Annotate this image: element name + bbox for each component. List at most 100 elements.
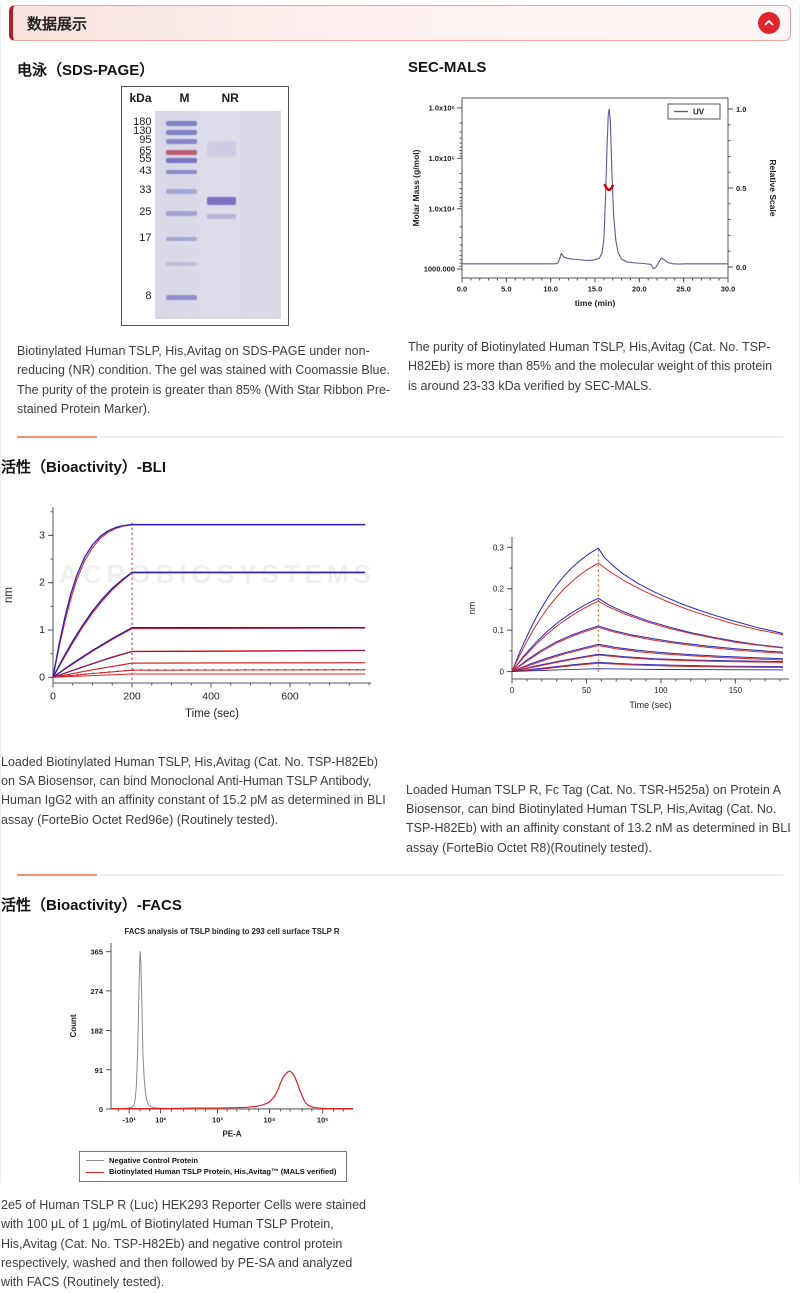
gel-marker-band	[165, 236, 198, 241]
gel-marker-band	[165, 150, 198, 155]
svg-text:Time (sec): Time (sec)	[629, 700, 671, 710]
svg-text:1: 1	[39, 624, 45, 636]
svg-text:0.0: 0.0	[457, 285, 467, 294]
gel-marker-band	[165, 121, 198, 126]
facs-legend: Negative Control Protein Biotinylated Hum…	[79, 1151, 347, 1182]
svg-text:0.5: 0.5	[736, 184, 746, 193]
svg-text:182: 182	[90, 1027, 103, 1036]
bli-caption-1: Loaded Biotinylated Human TSLP, His,Avit…	[1, 754, 386, 827]
gel-marker-band	[165, 189, 198, 194]
sec-mals-chart-area: 0.0 5.0 10.0 15.0 20.0 25.0 30.0 0.0 0.5 1.0 1.0x1…	[408, 82, 783, 332]
svg-text:15.0: 15.0	[588, 285, 603, 294]
facs-legend-item: Negative Control Protein	[86, 1155, 340, 1166]
section-sec-mals: SEC-MALS 0.0 5.0 10.0 15.0 20.0 25.0 30.0 0.0 0.…	[408, 41, 783, 420]
svg-text:30.0: 30.0	[721, 285, 736, 294]
svg-text:0: 0	[50, 690, 56, 702]
gel-marker-band	[165, 158, 198, 163]
legend-label: Negative Control Protein	[109, 1156, 199, 1165]
bli-row: 0 200 400 600 0 1 2 3 Time (sec) nm ACROBIOSYSTEM…	[1, 483, 799, 859]
gel-marker-band	[165, 261, 198, 267]
page: 数据展示 电泳（SDS-PAGE） kDa M NR 180 130 95 65 55 4…	[1, 5, 799, 1293]
svg-text:10.0: 10.0	[543, 285, 558, 294]
gel-marker-band	[165, 130, 198, 135]
svg-text:3: 3	[39, 529, 45, 541]
svg-text:1.0x10⁵: 1.0x10⁵	[429, 154, 456, 163]
svg-text:365: 365	[90, 948, 103, 957]
facs-chart-block: -10¹ 10² 10³ 10⁴ 10⁵ 0 91 182 274 365 PE-A Count FAC…	[65, 921, 395, 1182]
gel-kda-label: 25	[139, 206, 152, 219]
gel-marker-band	[165, 295, 198, 300]
gel-kda-label: 180	[133, 116, 152, 129]
bli-chart-1: 0 200 400 600 0 1 2 3 Time (sec) nm	[3, 506, 371, 720]
svg-text:274: 274	[90, 987, 103, 996]
svg-text:2: 2	[39, 576, 45, 588]
svg-text:50: 50	[582, 686, 591, 695]
bli1-chart-area: 0 200 400 600 0 1 2 3 Time (sec) nm ACROBIOSYSTEM…	[1, 497, 390, 747]
gel-marker-band	[165, 211, 198, 216]
gel-body	[154, 111, 281, 319]
svg-text:10⁵: 10⁵	[317, 1116, 329, 1125]
svg-text:-10¹: -10¹	[122, 1116, 136, 1125]
svg-text:0.1: 0.1	[493, 626, 505, 635]
top-row: 电泳（SDS-PAGE） kDa M NR 180 130 95 65 55 43 33 25…	[1, 41, 799, 420]
page-title: 数据展示	[27, 15, 88, 33]
svg-text:400: 400	[202, 690, 220, 702]
section-divider	[17, 435, 783, 438]
sec-mals-chart: 0.0 5.0 10.0 15.0 20.0 25.0 30.0 0.0 0.5 1.0 1.0x1…	[411, 97, 776, 308]
section-bli: 活性（Bioactivity）-BLI 0 200 400 600 0 1 2 3 Time (…	[1, 456, 799, 859]
svg-text:0: 0	[39, 671, 45, 683]
svg-text:5.0: 5.0	[501, 285, 511, 294]
svg-text:1.0x10⁶: 1.0x10⁶	[429, 104, 455, 113]
gel-marker-band	[165, 169, 198, 175]
svg-text:Time (sec): Time (sec)	[185, 708, 239, 720]
sds-section-title: 电泳（SDS-PAGE）	[17, 62, 155, 79]
svg-text:10²: 10²	[155, 1116, 166, 1125]
bli-caption-2: Loaded Human TSLP R, Fc Tag (Cat. No. TS…	[406, 782, 791, 855]
bli-right-col: 0 50 100 150 0 0.1 0.2 0.3 Time (sec) nm Loaded H…	[406, 483, 799, 859]
gel-lane-m-label: M	[179, 91, 190, 105]
gel-kda-label: 8	[145, 290, 152, 303]
gel-unit-label: kDa	[129, 91, 152, 105]
bli-section-title: 活性（Bioactivity）-BLI	[1, 458, 167, 476]
section-divider	[17, 874, 783, 876]
svg-text:0.2: 0.2	[493, 584, 505, 593]
svg-text:UV: UV	[693, 108, 705, 117]
svg-text:20.0: 20.0	[632, 285, 647, 294]
gel-sample-band	[207, 141, 237, 158]
legend-line-swatch	[86, 1160, 104, 1162]
svg-text:Relative Scale: Relative Scale	[768, 159, 776, 216]
section-sds-page: 电泳（SDS-PAGE） kDa M NR 180 130 95 65 55 43 33 25…	[17, 41, 392, 420]
svg-text:nm: nm	[3, 587, 15, 603]
svg-text:91: 91	[95, 1066, 103, 1075]
svg-text:Count: Count	[69, 1014, 78, 1037]
svg-text:0.0: 0.0	[736, 263, 746, 272]
gel-sample-band	[207, 213, 237, 219]
bli-left-col: 0 200 400 600 0 1 2 3 Time (sec) nm ACROBIOSYSTEM…	[1, 483, 390, 859]
gel-kda-label: 130	[133, 125, 152, 138]
section-facs: 活性（Bioactivity）-FACS -10¹ 10² 10³ 10⁴ 10⁵ 0 91…	[1, 894, 799, 1293]
gel-kda-label: 33	[139, 184, 152, 197]
sds-caption: Biotinylated Human TSLP, His,Avitag on S…	[17, 344, 391, 417]
sds-gel-area: kDa M NR 180 130 95 65 55 43 33 25 17 8	[17, 86, 392, 336]
gel-kda-label: 17	[139, 231, 152, 244]
gel-kda-label: 43	[139, 164, 152, 177]
gel-kda-label: 55	[139, 153, 152, 166]
sec-mals-section-title: SEC-MALS	[408, 59, 487, 76]
svg-text:200: 200	[123, 690, 141, 702]
facs-legend-item: Biotinylated Human TSLP Protein, His,Avi…	[86, 1166, 340, 1177]
sds-gel-image: kDa M NR 180 130 95 65 55 43 33 25 17 8	[120, 86, 289, 326]
svg-text:0.3: 0.3	[493, 543, 505, 552]
gel-sample-band	[207, 197, 237, 206]
legend-line-swatch	[86, 1171, 104, 1173]
svg-text:nm: nm	[467, 601, 477, 614]
gel-lane-nr-label: NR	[221, 91, 239, 105]
svg-text:100: 100	[654, 686, 668, 695]
data-display-header-bar: 数据展示	[9, 5, 791, 41]
svg-text:10³: 10³	[212, 1116, 223, 1125]
facs-section-title: 活性（Bioactivity）-FACS	[1, 897, 182, 914]
facs-chart: -10¹ 10² 10³ 10⁴ 10⁵ 0 91 182 274 365 PE-A Count FAC…	[69, 927, 353, 1139]
collapse-button[interactable]	[758, 12, 780, 34]
svg-text:25.0: 25.0	[676, 285, 691, 294]
svg-text:0: 0	[510, 686, 515, 695]
svg-text:FACS analysis of TSLP binding: FACS analysis of TSLP binding to 293 cel…	[124, 927, 339, 936]
